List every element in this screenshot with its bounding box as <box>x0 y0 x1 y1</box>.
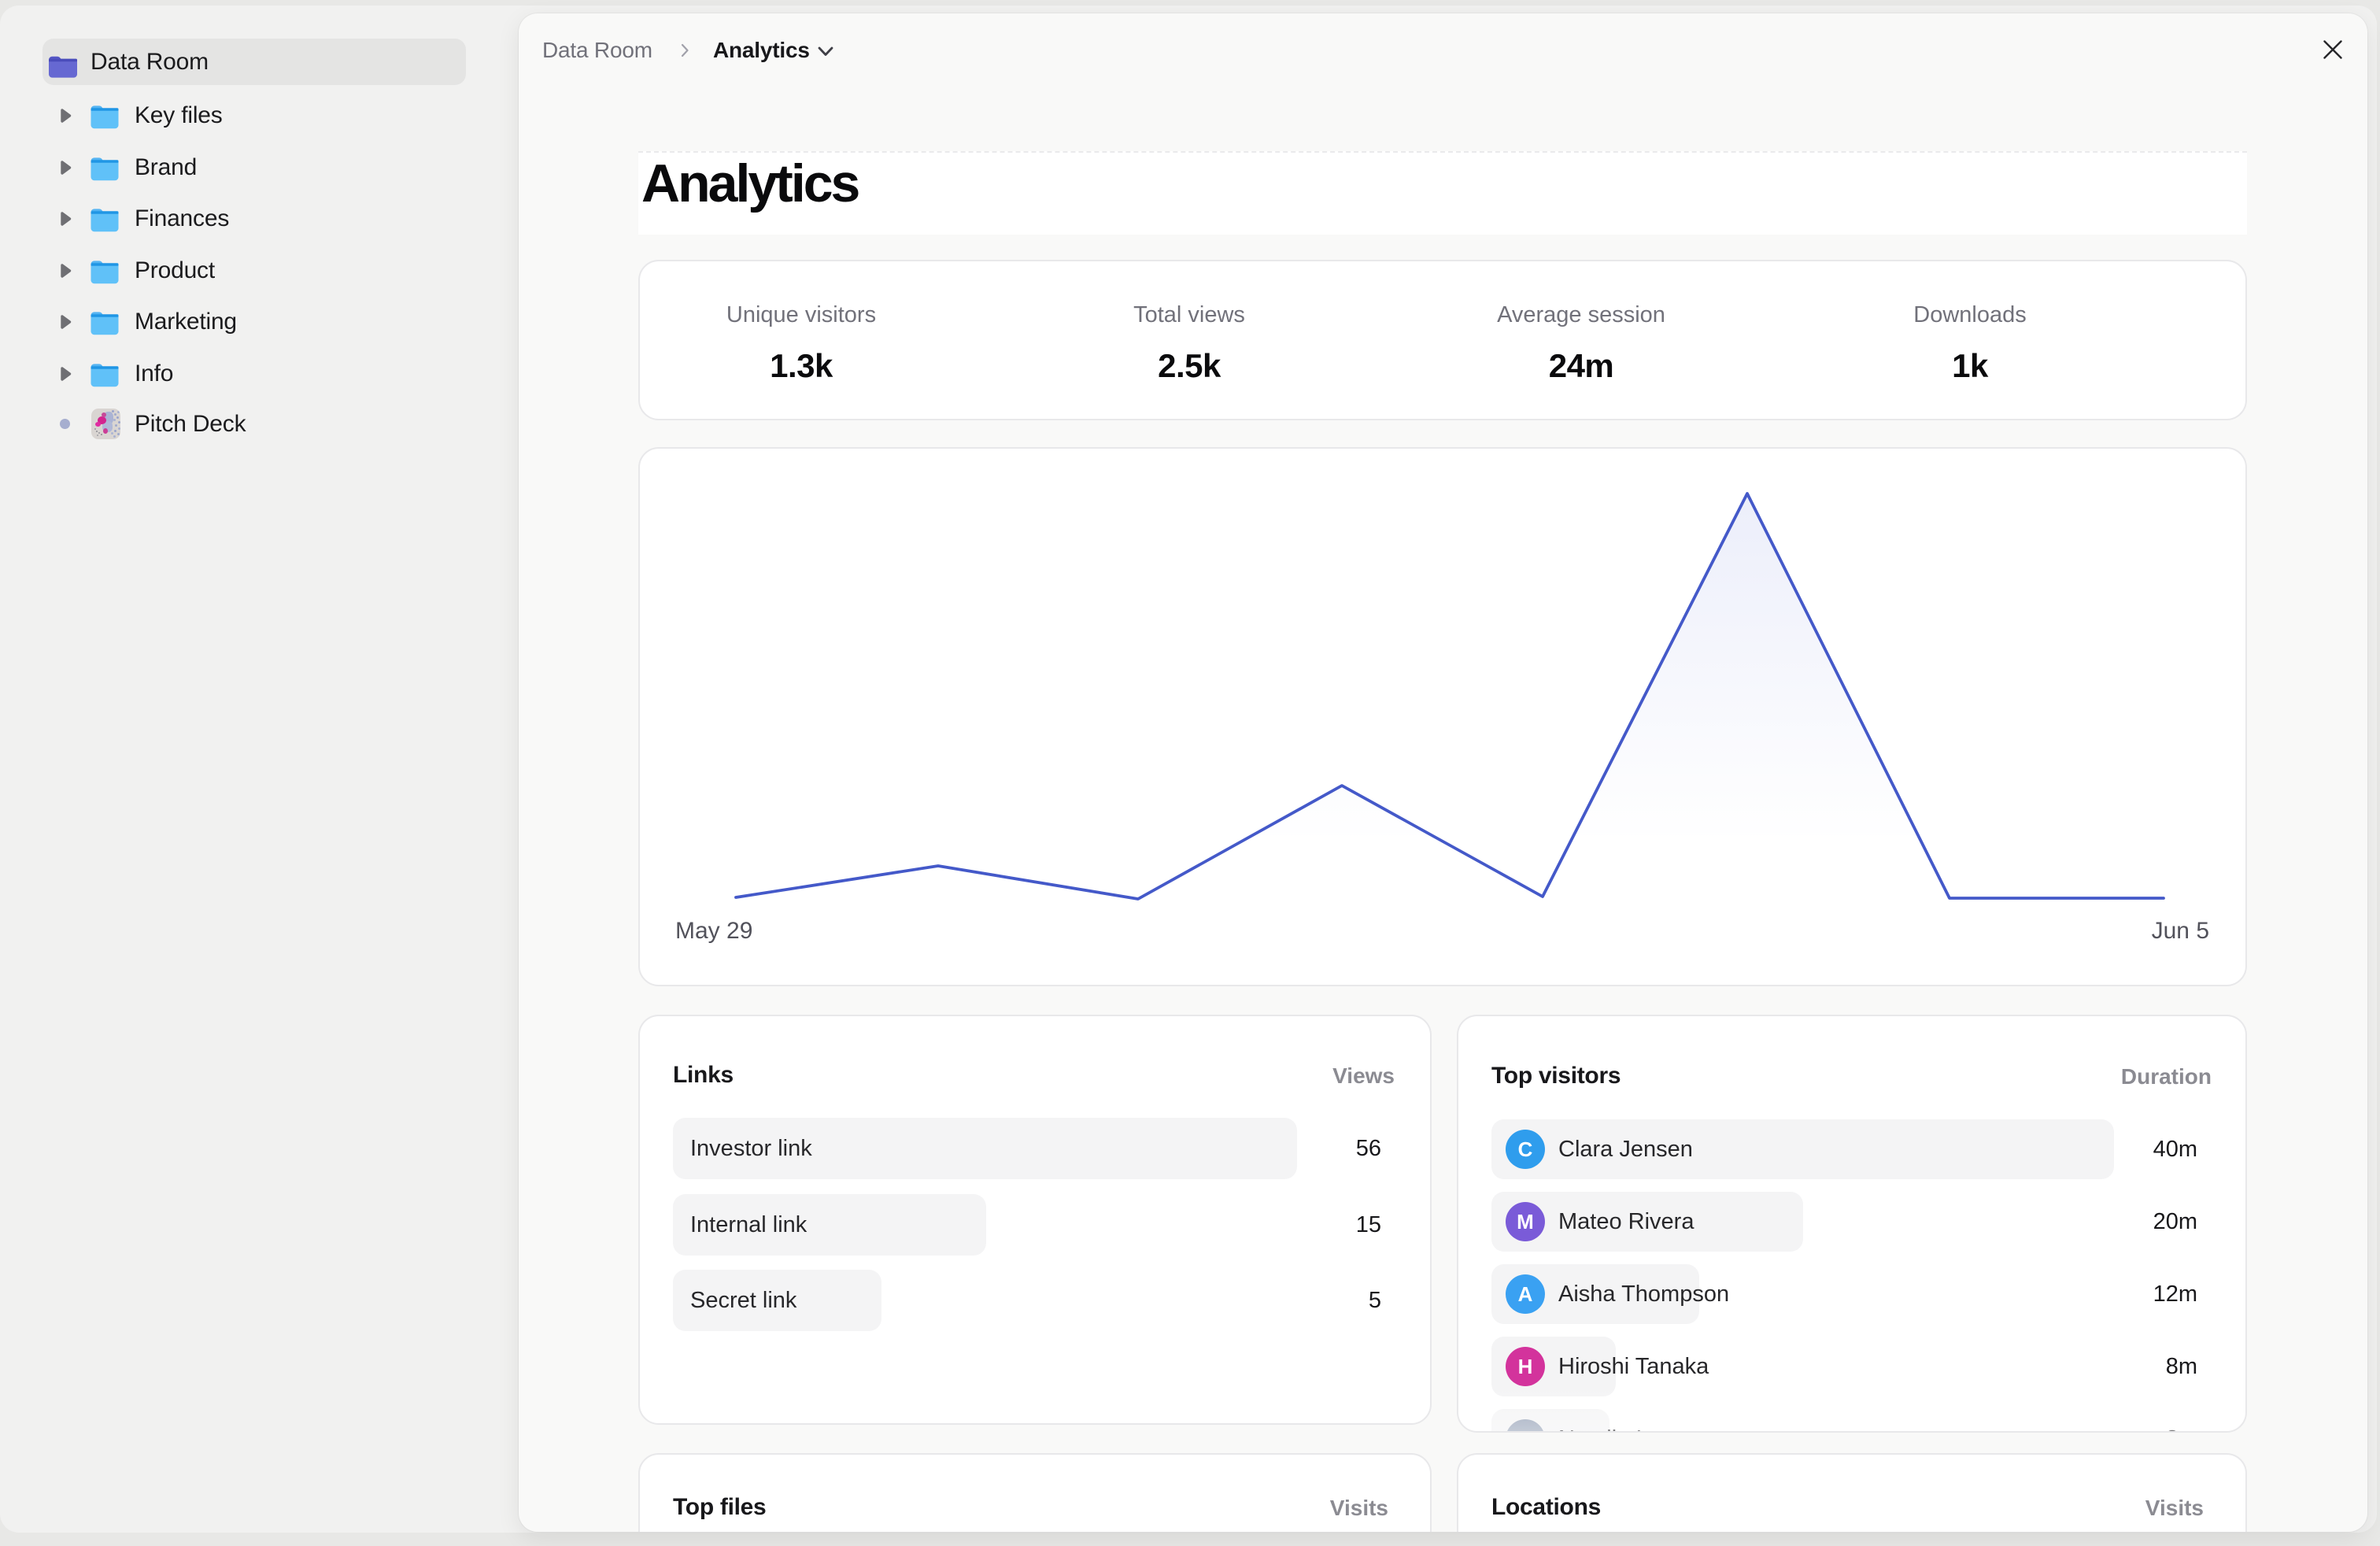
svg-text:May 29: May 29 <box>675 918 752 944</box>
svg-text:Jun 5: Jun 5 <box>2152 918 2209 944</box>
